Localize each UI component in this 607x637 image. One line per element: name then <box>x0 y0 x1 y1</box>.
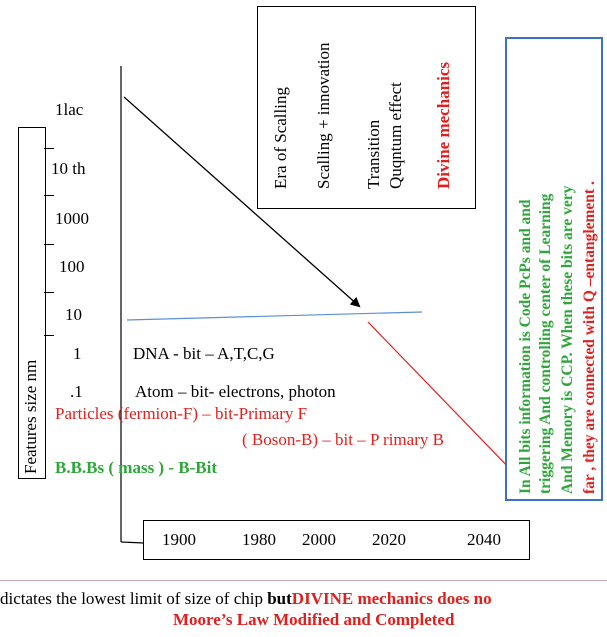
quantum-limit-line <box>126 311 423 321</box>
footer-line-1: dictates the lowest limit of size of chi… <box>0 590 607 607</box>
y-tick-0.1: .1 <box>70 382 83 401</box>
x-tick-2040: 2040 <box>467 530 501 549</box>
y-tick-10: 10 <box>65 305 82 324</box>
side-note-line-3: And Memory is CCP. When these bits are v… <box>559 185 576 494</box>
tick-mark <box>44 148 54 149</box>
footer-text-divine: DIVINE mechanics does no <box>291 590 492 607</box>
footer-text-but: but <box>267 590 292 607</box>
x-axis-box: 1900 1980 2000 2020 2040 <box>143 520 530 560</box>
era-transition: Transition <box>364 119 383 189</box>
row-dna: DNA - bit – A,T,C,G <box>133 344 275 363</box>
y-tick-1: 1 <box>73 344 82 363</box>
y-tick-1000: 1000 <box>55 209 89 228</box>
trend-arrow <box>123 96 361 308</box>
side-note-box: In All bits information is Code PcPs and… <box>505 37 603 501</box>
y-axis-label-box: Features size nm <box>18 127 46 479</box>
footer-line-2: Moore’s Law Modified and Completed <box>173 610 455 629</box>
era-scalling: Era of Scalling <box>271 87 290 189</box>
y-tick-10th: 10 th <box>51 159 86 178</box>
footer-separator <box>0 580 607 581</box>
tick-mark <box>44 195 54 196</box>
row-particles: Particles (fermion-F) – bit-Primary F <box>55 404 308 423</box>
tick-mark <box>44 292 54 293</box>
side-note-line-4: far , they are connected with Q –entangl… <box>581 181 598 494</box>
tick-mark <box>44 244 54 245</box>
era-divine-mechanics: Divine mechanics <box>434 61 453 189</box>
x-tick-2020: 2020 <box>372 530 406 549</box>
era-scalling-innovation: Scalling + innovation <box>314 42 333 189</box>
y-tick-1lac: 1lac <box>55 100 84 119</box>
side-note-line-2: triggering And controlling center of Lea… <box>537 193 554 494</box>
y-tick-100: 100 <box>59 257 85 276</box>
era-quantum-effect: Quqntum effect <box>386 82 405 189</box>
x-tick-2000: 2000 <box>302 530 336 549</box>
row-bbbs: B.B.Bs ( mass ) - B-Bit <box>55 458 217 477</box>
row-atom: Atom – bit- electrons, photon <box>135 382 336 401</box>
divine-connector-line <box>367 321 514 473</box>
era-box: Era of Scalling Scalling + innovation Tr… <box>257 6 476 209</box>
side-note-line-1: In All bits information is Code PcPs and… <box>517 199 534 494</box>
footer-text-a: dictates the lowest limit of size of chi… <box>0 590 268 607</box>
row-boson: ( Boson-B) – bit – P rimary B <box>242 430 444 449</box>
x-tick-1980: 1980 <box>242 530 276 549</box>
x-tick-1900: 1900 <box>162 530 196 549</box>
tick-mark <box>44 335 54 336</box>
